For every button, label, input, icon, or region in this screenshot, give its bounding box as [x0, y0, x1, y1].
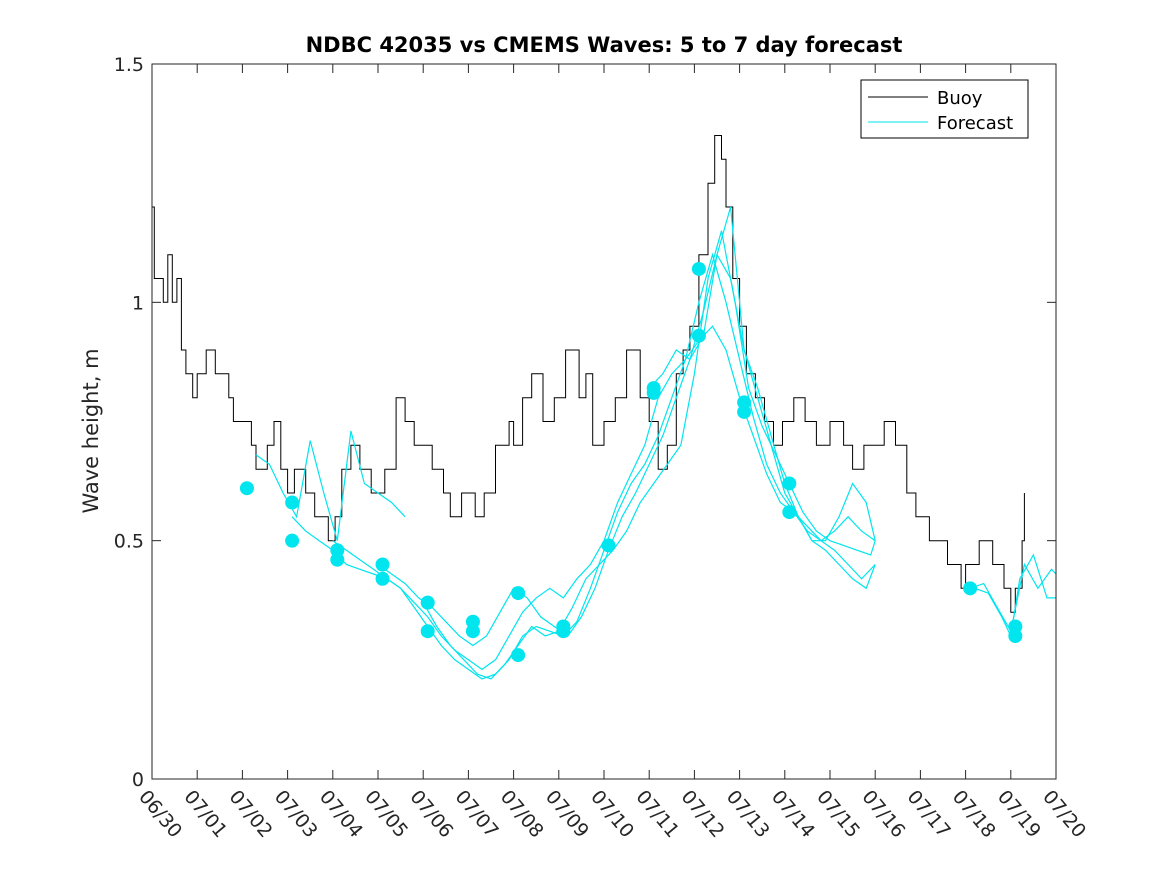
- forecast-marker-18: [646, 385, 661, 400]
- forecast-run-line-5: [422, 230, 876, 680]
- forecast-run-line-8: [974, 553, 1056, 639]
- forecast-marker-3: [285, 533, 300, 548]
- forecast-marker-5: [330, 552, 345, 567]
- forecast-marker-1: [239, 481, 254, 496]
- forecast-marker-12: [511, 586, 526, 601]
- forecast-marker-7: [375, 571, 390, 586]
- chart-title: NDBC 42035 vs CMEMS Waves: 5 to 7 day fo…: [306, 33, 903, 57]
- y-tick-label: 1: [132, 292, 144, 314]
- legend-forecast-label: Forecast: [937, 113, 1013, 134]
- y-tick-label: 0.5: [114, 531, 144, 553]
- forecast-marker-20: [691, 328, 706, 343]
- y-tick-label: 0: [132, 769, 144, 791]
- forecast-marker-8: [420, 595, 435, 610]
- forecast-run-line-1: [255, 430, 406, 541]
- forecast-marker-11: [465, 624, 480, 639]
- y-axis-label: Wave height, m: [79, 348, 103, 513]
- forecast-marker-27: [1008, 629, 1023, 643]
- forecast-marker-22: [737, 404, 752, 419]
- buoy-series-line: [152, 135, 1025, 613]
- forecast-run-line-7: [969, 562, 1057, 633]
- legend-box: [860, 79, 1029, 139]
- forecast-marker-23: [782, 476, 797, 491]
- forecast-marker-6: [375, 557, 390, 572]
- legend: Buoy Forecast: [860, 79, 1029, 139]
- forecast-marker-19: [691, 261, 706, 276]
- y-tick-label: 1.5: [114, 54, 144, 76]
- forecast-marker-9: [420, 624, 435, 639]
- forecast-marker-25: [963, 581, 978, 596]
- forecast-run-line-6: [648, 206, 876, 590]
- forecast-marker-2: [285, 495, 300, 510]
- forecast-marker-13: [511, 648, 526, 663]
- plot-area: [152, 135, 1057, 680]
- forecast-marker-24: [782, 505, 797, 520]
- legend-buoy-label: Buoy: [937, 88, 983, 109]
- forecast-marker-15: [556, 624, 571, 639]
- forecast-marker-16: [601, 538, 616, 553]
